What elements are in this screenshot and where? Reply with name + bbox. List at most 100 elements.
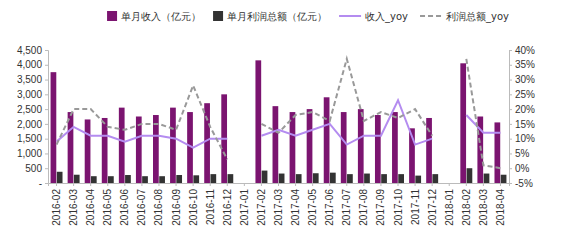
bar bbox=[398, 174, 404, 183]
axis-line bbox=[510, 51, 513, 184]
y2-tick: 15% bbox=[509, 119, 535, 130]
x-tick: 2016-09 bbox=[171, 183, 182, 226]
y2-tick-label: 15% bbox=[515, 119, 535, 130]
y-tick: 2,500 bbox=[17, 104, 48, 115]
y2-tick-label: 30% bbox=[515, 74, 535, 85]
y2-tick: 30% bbox=[509, 74, 535, 85]
bar bbox=[228, 174, 234, 183]
x-tick: 2017-10 bbox=[393, 183, 404, 226]
marks bbox=[51, 59, 507, 183]
bar bbox=[375, 115, 381, 183]
x-tick-line bbox=[415, 183, 416, 186]
x-tick-line bbox=[363, 183, 364, 186]
y-tick: - bbox=[39, 178, 48, 189]
x-tick-label: 2018-03 bbox=[478, 189, 489, 226]
y2-tick: 20% bbox=[509, 104, 535, 115]
legend-symbol bbox=[420, 15, 442, 17]
y2-tick: 40% bbox=[509, 45, 535, 56]
bar bbox=[51, 72, 57, 183]
bar bbox=[193, 175, 199, 183]
y2-tick-line bbox=[509, 168, 512, 169]
y-tick-line bbox=[45, 65, 48, 66]
x-tick-line bbox=[449, 183, 450, 186]
y2-tick-line bbox=[509, 153, 512, 154]
x-tick: 2017-12 bbox=[427, 183, 438, 226]
x-tick-line bbox=[261, 183, 262, 186]
x-tick: 2016-10 bbox=[188, 183, 199, 226]
bar bbox=[341, 112, 347, 183]
x-tick: 2017-06 bbox=[324, 183, 335, 226]
bar bbox=[330, 173, 336, 183]
legend-symbol bbox=[339, 15, 361, 17]
y2-axis: -5%0%5%10%15%20%25%30%35%40% bbox=[509, 45, 535, 189]
y-tick-line bbox=[45, 124, 48, 125]
x-tick: 2017-05 bbox=[307, 183, 318, 226]
x-tick: 2016-05 bbox=[102, 183, 113, 226]
bar bbox=[426, 118, 432, 183]
y-tick-label: 500 bbox=[25, 163, 42, 174]
x-tick-label: 2017-04 bbox=[290, 189, 301, 226]
y-axis: -5001,0001,5002,0002,5003,0003,5004,0004… bbox=[17, 45, 49, 189]
y2-tick-line bbox=[509, 65, 512, 66]
bar bbox=[176, 175, 182, 183]
x-tick-label: 2016-09 bbox=[171, 189, 182, 226]
bar bbox=[255, 60, 261, 183]
bar bbox=[313, 173, 319, 183]
bar bbox=[142, 176, 148, 183]
y-tick-line bbox=[45, 168, 48, 169]
x-tick: 2016-11 bbox=[205, 183, 216, 225]
bar bbox=[119, 108, 125, 183]
y2-tick: 25% bbox=[509, 89, 535, 100]
y-tick: 1,500 bbox=[17, 133, 48, 144]
legend-symbol bbox=[107, 11, 117, 21]
x-tick-label: 2017-09 bbox=[375, 189, 386, 226]
y2-tick-line bbox=[509, 109, 512, 110]
y2-tick-line bbox=[509, 80, 512, 81]
chart: -5001,0001,5002,0002,5003,0003,5004,0004… bbox=[0, 0, 561, 245]
bar bbox=[484, 174, 490, 183]
bar bbox=[290, 112, 296, 183]
x-tick: 2018-03 bbox=[478, 183, 489, 226]
x-tick-label: 2016-10 bbox=[188, 189, 199, 226]
x-tick-line bbox=[227, 183, 228, 186]
y-tick-line bbox=[45, 183, 48, 184]
y-tick-label: 1,500 bbox=[17, 133, 42, 144]
x-tick-label: 2017-07 bbox=[341, 189, 352, 226]
x-tick-line bbox=[193, 183, 194, 186]
x-tick: 2016-02 bbox=[51, 183, 62, 226]
legend-label: 单月利润总额（亿元） bbox=[227, 11, 327, 22]
y-tick-label: 3,000 bbox=[17, 89, 42, 100]
x-tick: 2017-02 bbox=[256, 183, 267, 226]
y2-tick-line bbox=[509, 139, 512, 140]
x-tick-line bbox=[124, 183, 125, 186]
x-tick-line bbox=[500, 183, 501, 186]
y2-tick-label: 10% bbox=[515, 133, 535, 144]
y-tick: 4,500 bbox=[17, 45, 48, 56]
x-tick: 2016-03 bbox=[68, 183, 79, 226]
legend-item: 利润总额_yoy bbox=[420, 11, 509, 23]
axis-line bbox=[45, 51, 49, 184]
bar bbox=[91, 176, 97, 183]
y2-tick-line bbox=[509, 50, 512, 51]
legend-item: 收入_yoy bbox=[339, 11, 408, 23]
x-tick-label: 2017-05 bbox=[307, 189, 318, 226]
x-tick-line bbox=[56, 183, 57, 186]
bar bbox=[415, 176, 421, 183]
y2-tick-label: 5% bbox=[515, 148, 530, 159]
legend-label: 收入_yoy bbox=[365, 11, 408, 23]
y-tick-label: 4,000 bbox=[17, 59, 42, 70]
bar bbox=[68, 112, 74, 183]
bar bbox=[381, 174, 387, 183]
x-tick-line bbox=[432, 183, 433, 186]
x-tick-line bbox=[107, 183, 108, 186]
x-tick-label: 2016-05 bbox=[102, 189, 113, 226]
y-tick-label: 2,000 bbox=[17, 119, 42, 130]
y-tick: 2,000 bbox=[17, 119, 48, 130]
legend-item: 单月收入（亿元） bbox=[107, 11, 201, 22]
x-tick-label: 2018-02 bbox=[461, 189, 472, 226]
bar bbox=[102, 118, 108, 183]
bar bbox=[210, 174, 216, 183]
legend-label: 单月收入（亿元） bbox=[121, 11, 201, 22]
bar bbox=[204, 103, 210, 183]
y-tick-line bbox=[45, 94, 48, 95]
